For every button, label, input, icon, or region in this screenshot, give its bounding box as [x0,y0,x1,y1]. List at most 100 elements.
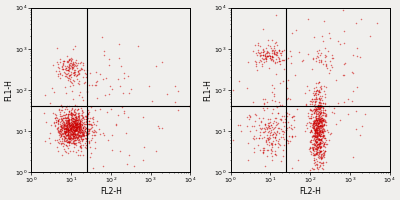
Point [260,51,266,54]
Point [312,110,318,113]
Point [317,146,324,149]
Point [284,98,290,101]
Point [74,126,80,130]
Point [66,57,73,60]
Point [320,84,327,88]
Point [69,141,75,145]
Point [65,133,71,136]
Point [307,108,314,111]
Point [313,148,320,151]
Point [316,118,322,121]
Point [314,131,320,135]
Point [320,118,326,121]
Point [316,130,323,133]
Point [55,120,61,123]
Point [64,133,71,136]
Point [312,107,319,110]
Point [327,131,334,134]
Point [255,41,261,45]
Point [71,71,77,74]
Point [85,132,92,135]
Point [109,88,116,91]
Point [72,118,78,121]
Point [79,138,86,141]
Point [76,116,82,119]
Point [70,119,76,122]
Point [263,125,269,129]
Point [312,136,318,139]
Point [244,116,251,119]
Point [66,104,72,107]
Point [278,159,284,162]
Point [64,76,70,79]
Point [91,123,98,126]
Point [70,120,76,123]
Point [76,131,82,134]
Point [315,104,321,107]
Point [69,68,75,71]
Point [71,71,77,75]
Point [320,127,327,131]
Point [313,121,320,125]
Point [79,132,85,135]
Point [269,55,276,59]
Point [316,107,322,110]
Point [76,136,83,139]
Point [309,98,316,101]
Point [86,123,92,126]
Point [61,131,67,135]
Point [316,105,322,109]
Point [253,113,259,117]
Point [268,46,275,49]
Point [316,107,322,110]
Point [264,127,270,131]
Point [59,64,65,67]
Point [74,124,80,127]
Point [62,114,69,117]
Point [76,126,82,129]
Point [366,34,373,38]
Point [319,126,325,129]
Point [125,116,132,119]
Point [77,144,83,147]
Point [63,151,69,154]
Point [313,117,319,120]
Point [316,119,322,122]
Point [315,142,321,146]
Point [51,90,57,94]
Point [77,128,84,131]
Point [71,128,77,132]
Point [63,116,69,119]
Point [263,58,270,61]
Point [340,29,347,32]
Point [70,132,77,135]
Point [91,133,98,137]
Point [60,132,66,135]
Point [316,145,322,148]
Point [72,122,79,125]
Point [315,145,322,149]
Point [260,130,266,133]
Point [313,149,319,153]
Point [55,72,61,75]
Point [279,59,285,62]
Point [75,70,82,73]
Point [68,131,75,134]
Point [317,130,324,133]
Point [266,125,272,128]
Point [300,59,306,62]
Point [62,132,68,135]
Point [64,118,70,121]
Point [164,93,170,96]
Point [315,117,322,120]
Point [58,127,65,131]
Point [313,119,320,122]
Point [65,121,71,124]
Point [64,61,71,64]
Point [67,67,74,70]
Point [315,138,321,141]
Point [70,124,77,127]
Point [275,141,281,144]
Point [328,110,335,114]
Point [73,117,80,120]
